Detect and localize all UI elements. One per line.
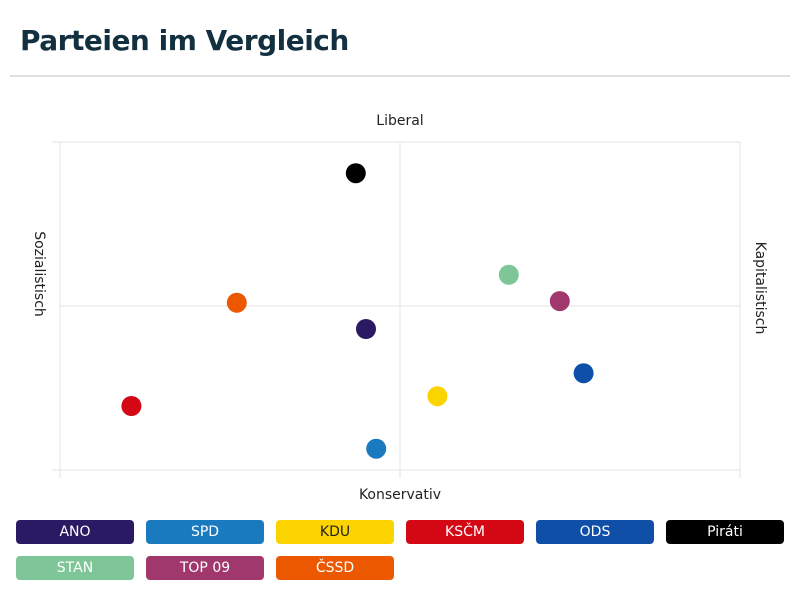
point-stan[interactable]: STAN (498, 264, 519, 285)
axis-label-right: Kapitalistisch (752, 242, 768, 335)
page-title: Parteien im Vergleich (20, 24, 349, 57)
point-ano[interactable]: ANO (356, 319, 376, 339)
point-ksčm[interactable]: KSČM (121, 396, 142, 416)
legend-item-čssd[interactable]: ČSSD (276, 556, 394, 580)
legend-item-ksčm[interactable]: KSČM (406, 520, 524, 544)
point-ods[interactable]: ODS (573, 363, 594, 384)
legend-item-ano[interactable]: ANO (16, 520, 134, 544)
axis-label-bottom: Konservativ (359, 487, 441, 503)
chart-grid (52, 141, 741, 478)
legend-item-ods[interactable]: ODS (536, 520, 654, 544)
legend-item-stan[interactable]: STAN (16, 556, 134, 580)
axis-label-left: Sozialistisch (31, 231, 47, 317)
title-divider (10, 75, 790, 77)
legend-item-spd[interactable]: SPD (146, 520, 264, 544)
point-čssd[interactable]: ČSSD (226, 292, 247, 313)
axis-label-top: Liberal (376, 113, 423, 129)
political-compass-chart: Liberal Konservativ Sozialistisch Kapita… (31, 113, 768, 503)
legend-item-kdu[interactable]: KDU (276, 520, 394, 544)
legend-item-top-09[interactable]: TOP 09 (146, 556, 264, 580)
data-points: ANO SPD KDU KSČM ODS Piráti STAN TOP 09 ČSSD (121, 163, 594, 459)
point-kdu[interactable]: KDU (427, 386, 448, 407)
legend-item-piráti[interactable]: Piráti (666, 520, 784, 544)
point-pir-ti[interactable]: Piráti (345, 163, 366, 184)
legend: ANO SPD KDU KSČM ODS Piráti STAN TOP 09 ČSSD (16, 520, 796, 580)
point-top-09[interactable]: TOP 09 (549, 291, 570, 312)
point-spd[interactable]: SPD (366, 438, 387, 459)
